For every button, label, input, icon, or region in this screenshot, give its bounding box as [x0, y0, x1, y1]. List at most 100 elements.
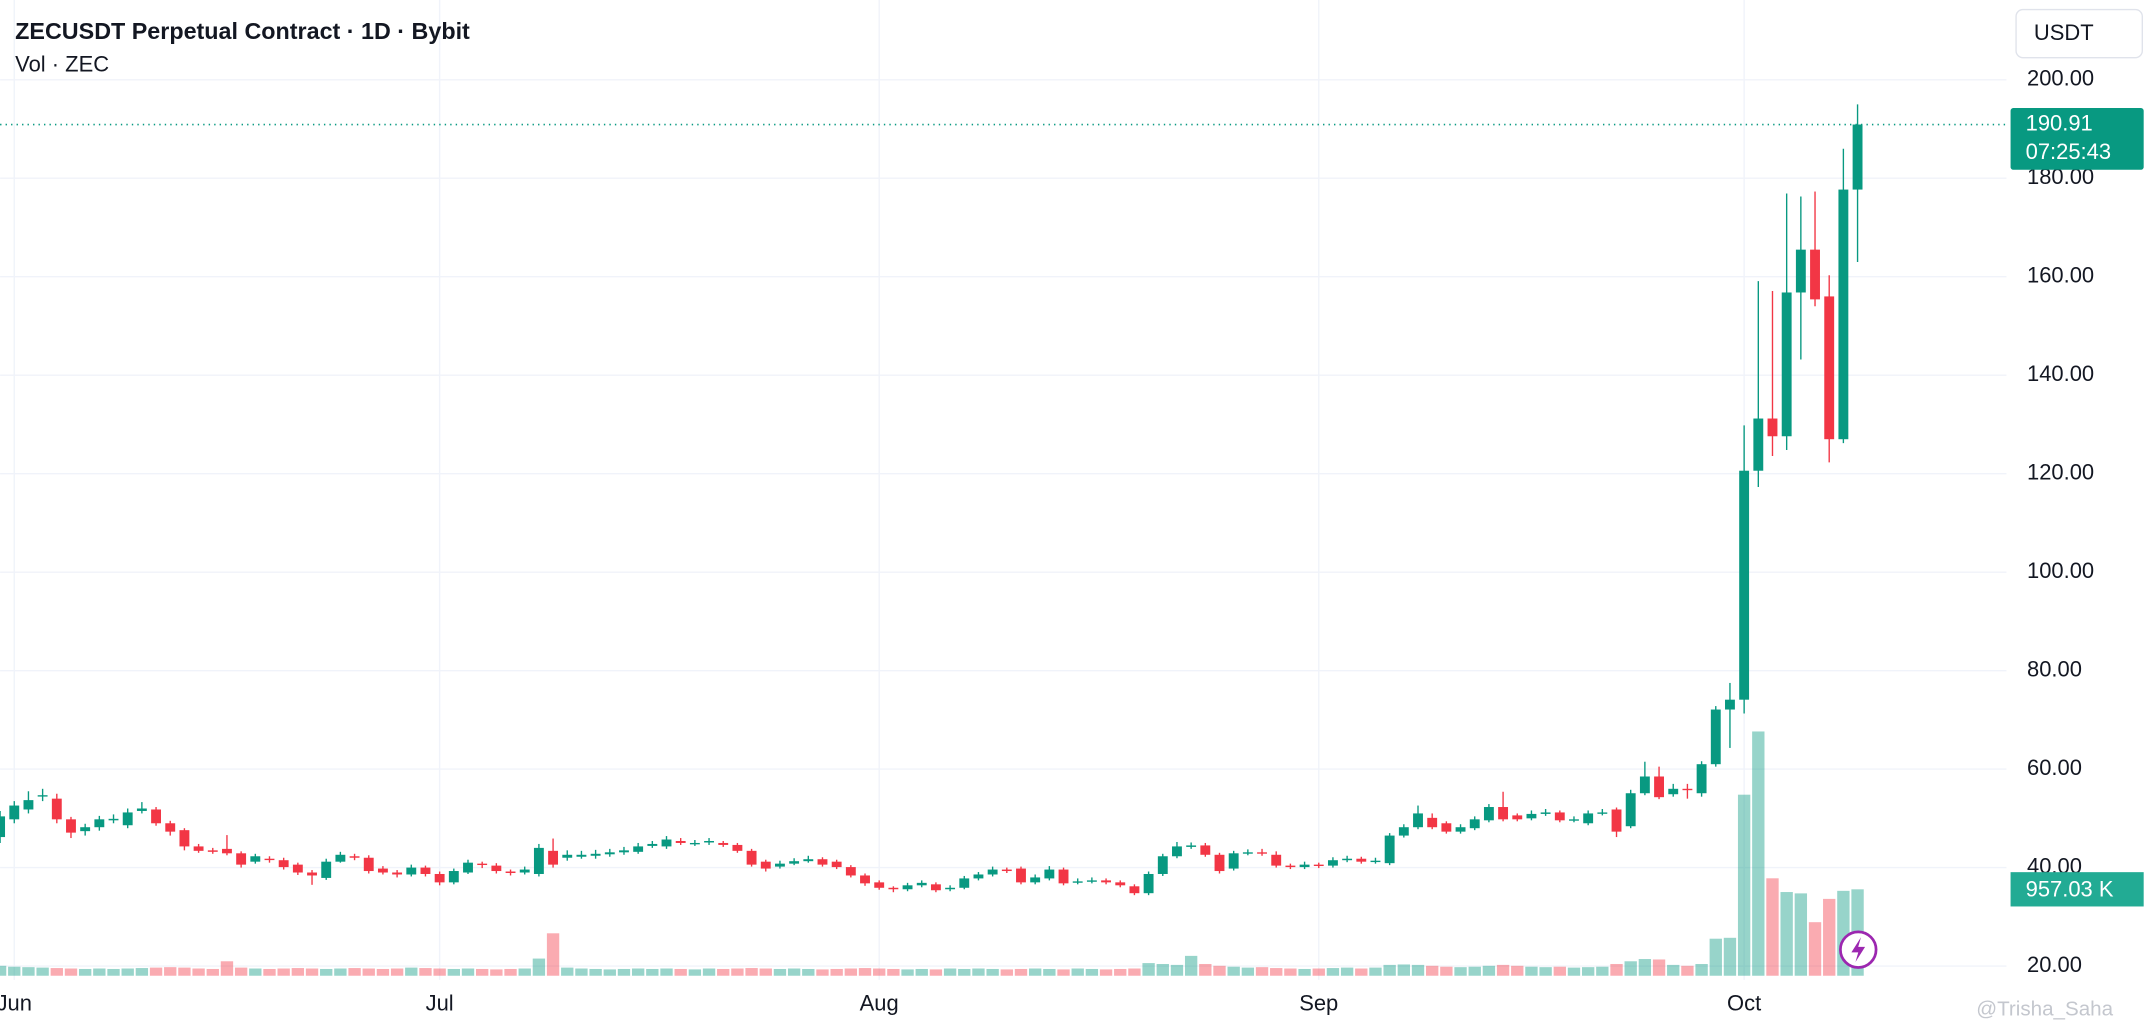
y-tick-label: 200.00: [2027, 66, 2094, 91]
volume-bar: [972, 968, 985, 976]
volume-bar: [305, 968, 319, 976]
candle-body: [193, 846, 204, 851]
candle-body: [1016, 868, 1026, 883]
x-tick-label: Aug: [860, 990, 899, 1015]
volume-bar: [1411, 964, 1425, 976]
candle-body: [377, 868, 388, 873]
candle-body: [1540, 812, 1551, 814]
candle-body: [1157, 856, 1168, 874]
volume-bar: [178, 967, 191, 976]
volume-bar: [1071, 968, 1084, 976]
volume-bar: [844, 968, 858, 976]
volume-bar: [1539, 967, 1552, 976]
candle-body: [37, 795, 48, 797]
candle-body: [902, 885, 913, 890]
volume-bar: [1511, 965, 1524, 976]
last-price-label: 190.91: [2026, 110, 2093, 135]
volume-bar: [816, 969, 829, 976]
candle-body: [647, 843, 658, 846]
candle-body: [533, 847, 544, 874]
volume-bar: [915, 968, 928, 976]
volume-pane: [0, 731, 1864, 976]
volume-bar: [1000, 969, 1013, 976]
volume-bar: [149, 967, 163, 976]
candle-body: [1384, 835, 1395, 864]
volume-bar: [433, 968, 446, 976]
candle-body: [519, 869, 530, 873]
volume-bar: [702, 968, 716, 976]
volume-bar: [50, 968, 63, 976]
volume-bar: [135, 968, 149, 976]
volume-bar: [1766, 878, 1779, 976]
volume-bar: [1695, 963, 1708, 976]
volume-bar: [1454, 967, 1467, 976]
candle-body: [1143, 873, 1154, 894]
candle-body: [590, 853, 601, 856]
volume-bar: [1624, 961, 1637, 976]
volume-bar: [348, 968, 361, 976]
volume-bar: [220, 961, 234, 976]
volume-bar: [901, 969, 914, 976]
candle-body: [406, 867, 417, 875]
volume-bar: [1737, 794, 1751, 976]
volume-bar: [476, 968, 489, 976]
currency[interactable]: USDT: [2034, 20, 2094, 45]
candle-body: [80, 827, 91, 832]
y-tick-label: 160.00: [2027, 263, 2094, 288]
y-tick-label: 20.00: [2027, 952, 2082, 977]
candle-body: [973, 874, 984, 879]
volume-bar: [1823, 898, 1836, 976]
volume-bar: [1340, 967, 1354, 976]
candle-body: [1753, 418, 1764, 471]
candle-body: [562, 854, 573, 858]
volume-bar: [1723, 937, 1737, 976]
candle-body: [604, 852, 615, 855]
candle-body: [1001, 869, 1012, 872]
candle-body: [1654, 776, 1664, 798]
volume-bar: [589, 968, 602, 976]
volume-bar: [1184, 955, 1198, 976]
chart-title: ZECUSDT Perpetual Contract · 1D · Bybit: [15, 18, 470, 44]
candle-body: [477, 863, 488, 866]
candle-body: [1710, 709, 1721, 765]
volume-bar: [1752, 731, 1765, 976]
volume-bar: [745, 968, 758, 976]
candle-body: [704, 840, 714, 843]
candle-body: [151, 809, 161, 824]
y-tick-label: 120.00: [2027, 459, 2094, 484]
candle-body: [959, 878, 970, 888]
candle-body: [888, 887, 899, 890]
volume-bar: [1638, 959, 1652, 976]
volume-bar: [1808, 922, 1822, 976]
currency-box[interactable]: [2015, 8, 2143, 59]
volume-bar: [490, 969, 503, 976]
candle-body: [1242, 852, 1253, 854]
candle-body: [576, 854, 587, 857]
volume-bar: [291, 968, 305, 976]
volume-bar: [1567, 967, 1581, 976]
candle-body: [1639, 776, 1650, 794]
candle-body: [1795, 249, 1806, 293]
volume-bar: [688, 969, 702, 976]
candle-body: [122, 812, 133, 826]
candle-body: [1682, 788, 1693, 791]
candle-body: [760, 861, 771, 869]
candle-body: [1838, 189, 1849, 440]
candle-body: [23, 800, 34, 810]
volume-bar: [546, 933, 560, 976]
volume-bar: [390, 968, 404, 976]
volume-bar: [1156, 963, 1169, 976]
volume-bar: [1397, 964, 1411, 976]
volume-bar: [164, 967, 177, 976]
candle-body: [746, 850, 757, 865]
volume-label: 957.03 K: [2026, 876, 2114, 901]
candle-body: [136, 808, 147, 811]
volume-bar: [334, 968, 347, 976]
volume-bar: [1298, 968, 1311, 976]
candle-body: [1483, 807, 1494, 821]
candle-body: [1356, 858, 1367, 862]
candle-body: [1413, 813, 1423, 828]
candle-body: [51, 798, 62, 820]
